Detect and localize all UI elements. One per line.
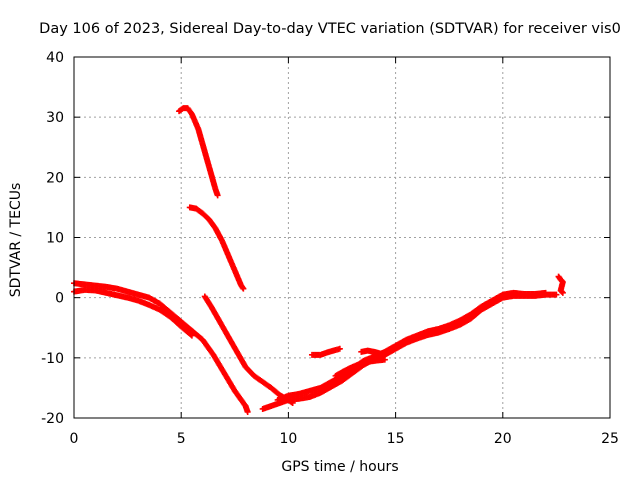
series-fragment-4 <box>555 273 566 296</box>
series-fragment-3 <box>358 347 391 357</box>
series-track-E-lower-edge <box>274 289 549 403</box>
series-fragment-1 <box>308 345 343 358</box>
series-track-D <box>201 293 296 406</box>
y-axis-ticks: -20 -10 0 10 20 30 40 <box>41 50 610 427</box>
y-tick-label: 20 <box>46 170 64 186</box>
data-point <box>384 350 391 357</box>
y-tick-label: 10 <box>46 231 64 247</box>
x-tick-label: 0 <box>70 431 79 447</box>
data-point <box>244 408 251 415</box>
x-tick-label: 5 <box>177 431 186 447</box>
x-axis-label: GPS time / hours <box>281 459 398 475</box>
data-point <box>381 356 388 363</box>
plot-frame <box>73 56 611 419</box>
data-point <box>187 331 194 338</box>
data-point <box>553 291 560 298</box>
x-tick-label: 25 <box>601 431 619 447</box>
data-point <box>188 332 195 339</box>
y-tick-label: 0 <box>55 291 64 307</box>
series-track-A-upper-edge <box>71 286 195 339</box>
x-tick-label: 20 <box>494 431 512 447</box>
series-track-A <box>71 280 251 415</box>
series-track-B <box>176 105 221 199</box>
y-tick-label: -10 <box>41 351 64 367</box>
data-point <box>336 345 343 352</box>
data-point <box>240 285 247 292</box>
y-axis-label: SDTVAR / TECUs <box>8 183 24 298</box>
x-tick-label: 10 <box>279 431 297 447</box>
data-points <box>71 105 566 415</box>
data-point <box>214 192 221 199</box>
chart-title: Day 106 of 2023, Sidereal Day-to-day VTE… <box>39 21 621 37</box>
y-tick-label: 40 <box>46 50 64 66</box>
data-point <box>559 289 566 296</box>
x-tick-label: 15 <box>387 431 405 447</box>
series-fragment-2 <box>332 356 388 379</box>
y-tick-label: 30 <box>46 110 64 126</box>
x-axis-ticks: 0 5 10 15 20 25 <box>70 57 619 447</box>
y-tick-label: -20 <box>41 411 64 427</box>
grid <box>74 57 610 418</box>
data-point <box>542 289 549 296</box>
series-track-C <box>186 204 247 292</box>
